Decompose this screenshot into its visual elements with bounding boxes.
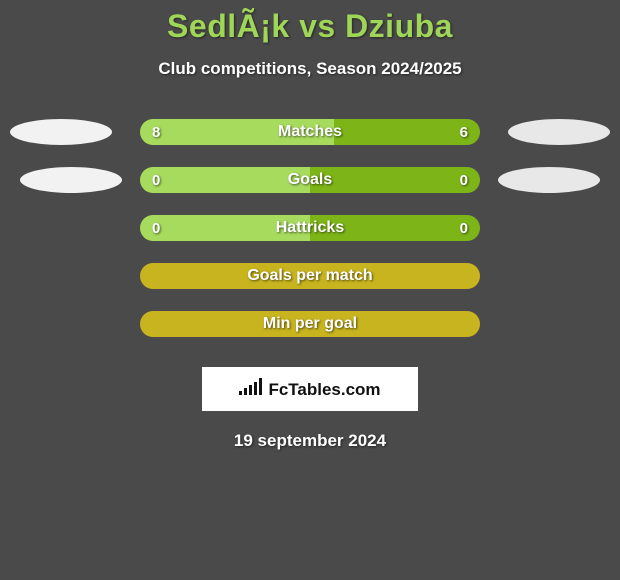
stat-value-left: 8	[152, 124, 160, 141]
date-label: 19 september 2024	[0, 431, 620, 451]
stat-row: 0 Hattricks 0	[0, 215, 620, 241]
stat-bar: 0 Goals 0	[140, 167, 480, 193]
stat-bar: 8 Matches 6	[140, 119, 480, 145]
logo-box: FcTables.com	[202, 367, 418, 411]
stat-value-right: 0	[460, 220, 468, 237]
player-left-ellipse	[20, 167, 122, 193]
bar-chart-icon	[239, 378, 262, 395]
logo: FcTables.com	[239, 378, 380, 400]
stat-value-right: 6	[460, 124, 468, 141]
player-left-ellipse	[10, 119, 112, 145]
stat-label: Goals per match	[247, 267, 372, 285]
stat-bar: Goals per match	[140, 263, 480, 289]
stat-value-left: 0	[152, 172, 160, 189]
player-right-ellipse	[508, 119, 610, 145]
stat-bar: 0 Hattricks 0	[140, 215, 480, 241]
subtitle: Club competitions, Season 2024/2025	[0, 59, 620, 79]
stat-row: Min per goal	[0, 311, 620, 337]
stat-bar: Min per goal	[140, 311, 480, 337]
stat-label: Hattricks	[276, 219, 344, 237]
stat-label: Matches	[278, 123, 342, 141]
stat-rows: 8 Matches 6 0 Goals 0 0 Hattricks 0 Goals per mat…	[0, 119, 620, 337]
stat-row: Goals per match	[0, 263, 620, 289]
stat-label: Min per goal	[263, 315, 357, 333]
stat-value-right: 0	[460, 172, 468, 189]
stat-value-left: 0	[152, 220, 160, 237]
comparison-container: SedlÃ¡k vs Dziuba Club competitions, Sea…	[0, 0, 620, 451]
page-title: SedlÃ¡k vs Dziuba	[0, 8, 620, 45]
stat-row: 0 Goals 0	[0, 167, 620, 193]
stat-label: Goals	[288, 171, 332, 189]
logo-label: FcTables.com	[268, 380, 380, 400]
stat-row: 8 Matches 6	[0, 119, 620, 145]
player-right-ellipse	[498, 167, 600, 193]
